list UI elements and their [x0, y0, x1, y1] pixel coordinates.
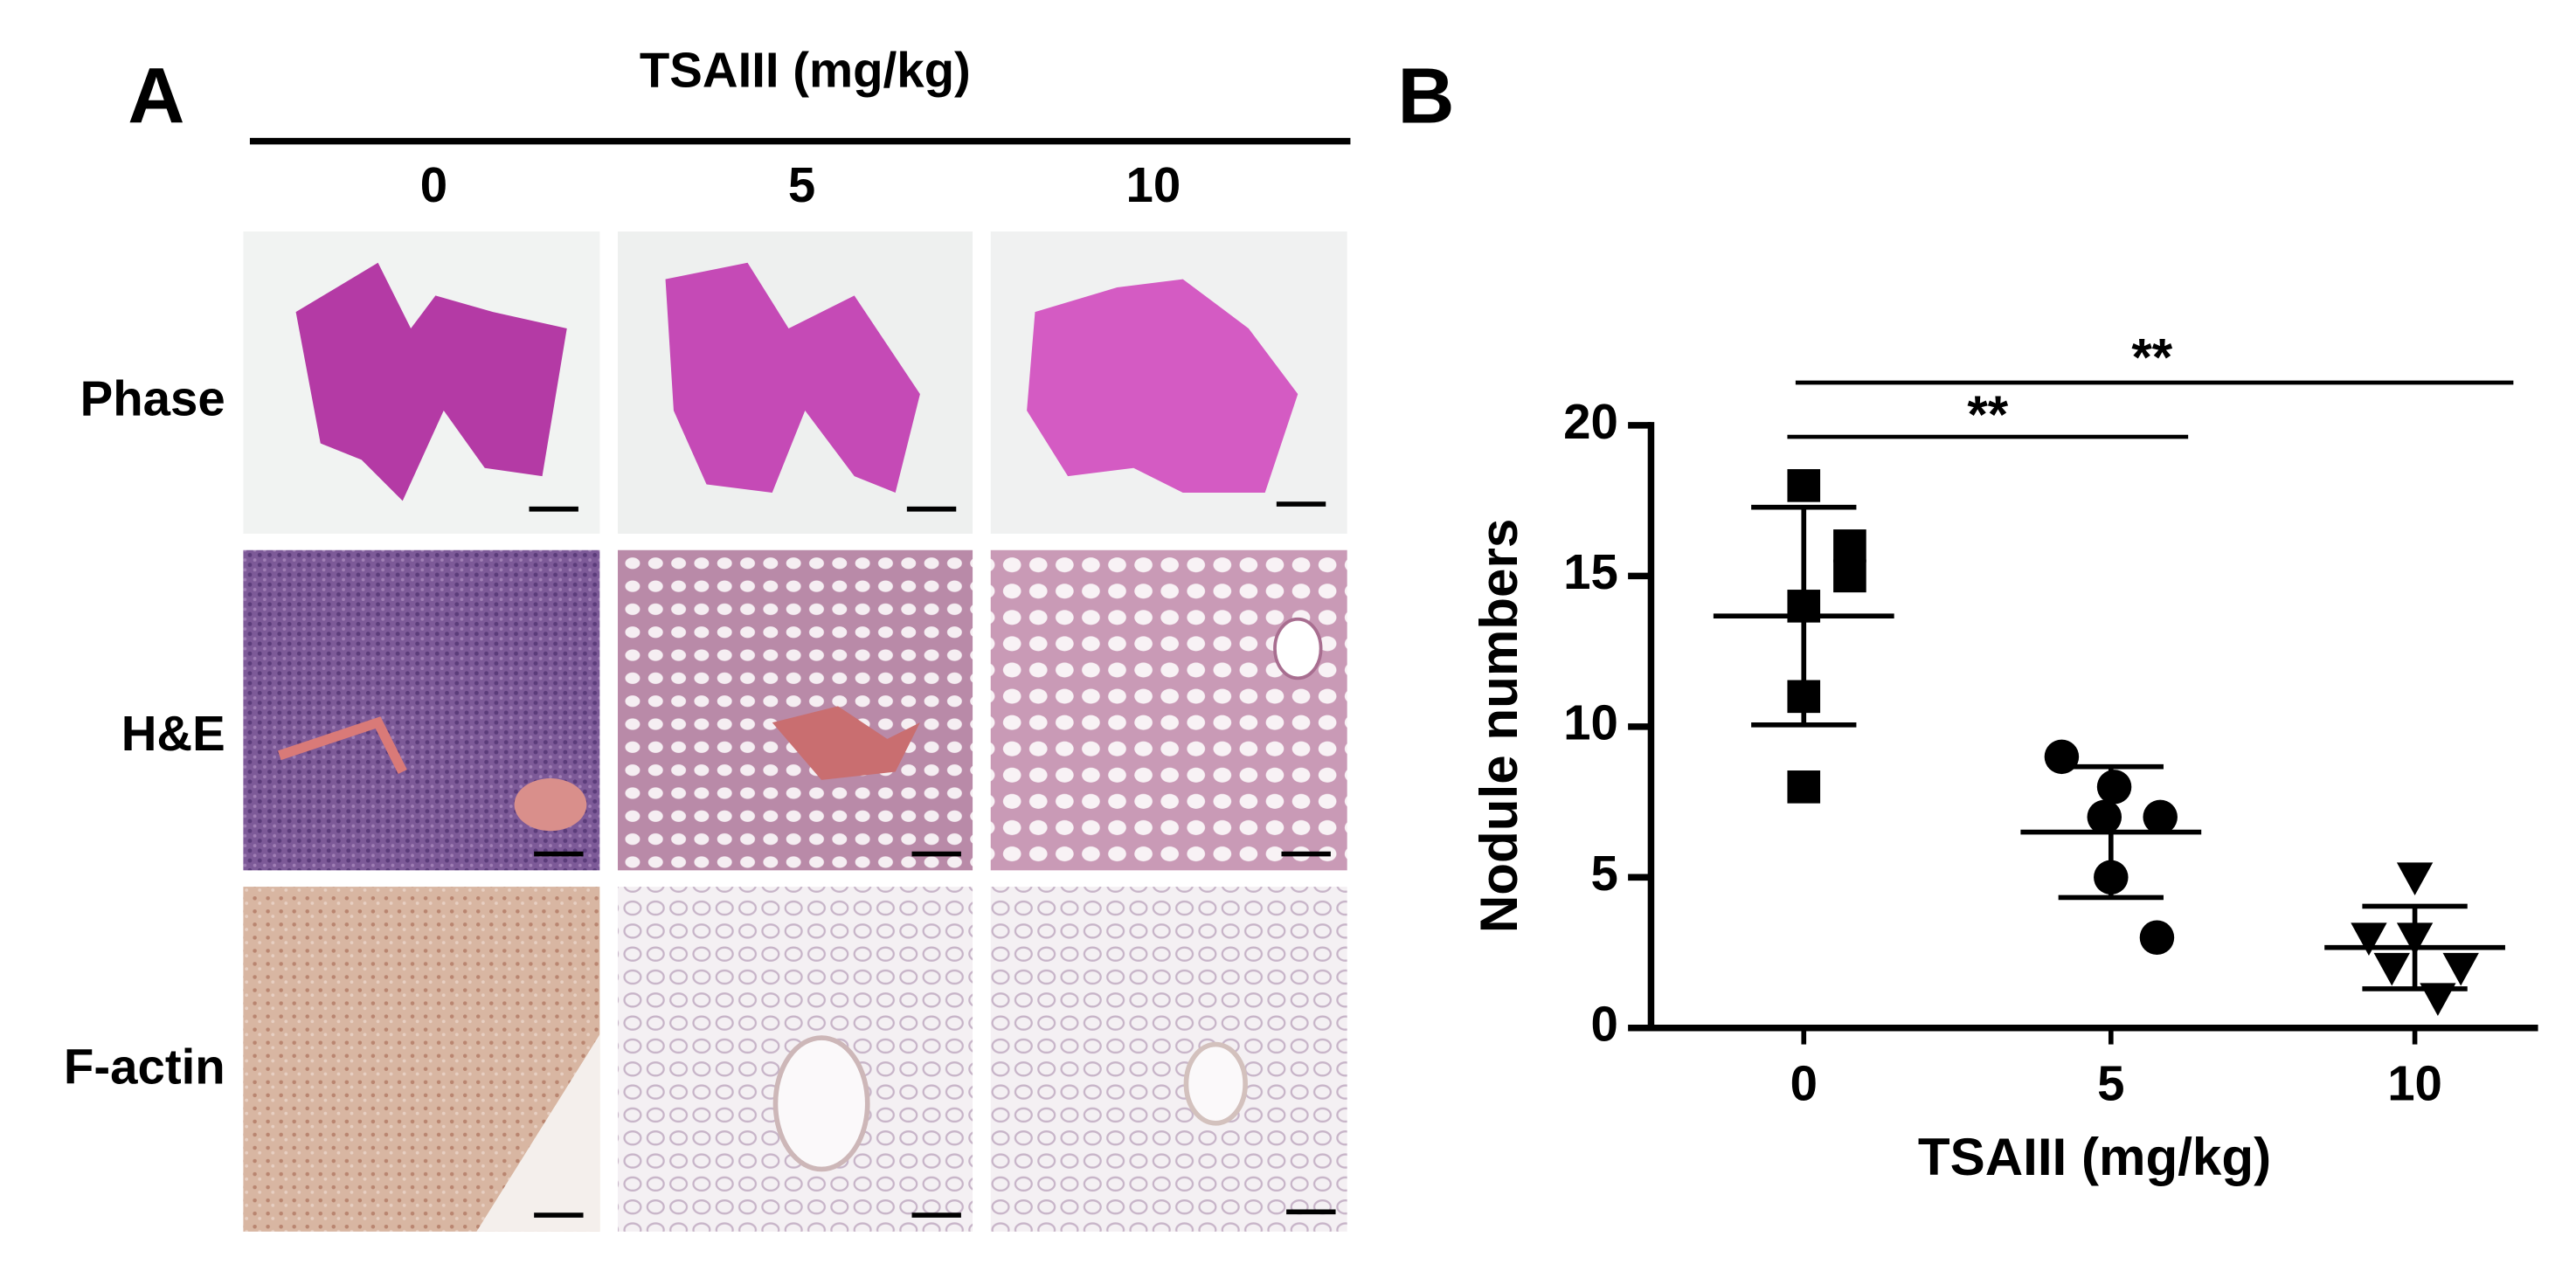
x-axis-label: TSAIII (mg/kg): [1918, 1128, 2271, 1186]
micrograph: [990, 887, 1347, 1232]
y-tick-label: 10: [1563, 695, 1618, 750]
y-tick-label: 20: [1563, 394, 1618, 449]
y-tick-label: 0: [1590, 997, 1617, 1052]
data-point: [2139, 920, 2175, 956]
y-axis-label: Nodule numbers: [1470, 519, 1528, 934]
y-tick-label: 15: [1563, 544, 1618, 599]
panel-label: A: [128, 52, 184, 140]
data-point: [1787, 469, 1821, 502]
data-point: [2373, 952, 2410, 986]
data-point: [2351, 922, 2387, 956]
data-point: [2396, 862, 2434, 895]
airway: [1273, 617, 1323, 680]
lung-section: [1027, 279, 1298, 493]
panel-b: B 0 5 10 15 20 Nodule numbers TSAIII (mg/kg) 0 5 1…: [1397, 52, 2538, 1186]
data-point: [1833, 559, 1866, 593]
data-point: [2143, 799, 2178, 835]
micrograph: [618, 549, 973, 871]
data-point: [2442, 952, 2479, 986]
vessel: [772, 706, 920, 780]
significance-label: **: [2131, 328, 2172, 386]
x-tick-label: 0: [1790, 1055, 1818, 1110]
micrograph: [990, 549, 1347, 871]
lung-section: [665, 262, 920, 493]
vessel: [277, 716, 407, 775]
row-label: F-actin: [64, 1040, 225, 1095]
column-label: 5: [788, 157, 815, 212]
x-tick-label: 5: [2097, 1055, 2124, 1110]
image-grid: [243, 231, 1347, 1232]
column-header: TSAIII (mg/kg): [640, 42, 971, 97]
significance-label: **: [1967, 385, 2008, 444]
data-point: [1787, 770, 1821, 804]
x-tick-label: 10: [2387, 1055, 2442, 1110]
data-point: [2087, 799, 2122, 835]
row-label: H&E: [121, 706, 225, 761]
data-point: [2420, 983, 2456, 1016]
panel-a: A TSAIII (mg/kg): [128, 42, 1351, 1232]
lung-section: [295, 262, 567, 501]
column-label: 10: [1125, 157, 1181, 212]
vessel: [514, 778, 587, 832]
column-label: 0: [420, 157, 447, 212]
airway: [772, 1035, 870, 1172]
airway: [1183, 1041, 1248, 1126]
y-tick-label: 5: [1590, 846, 1617, 901]
panel-label: B: [1397, 52, 1454, 140]
data-point: [2096, 770, 2132, 805]
data-point: [1833, 529, 1866, 563]
scale-bars: [529, 501, 1336, 1218]
row-label: Phase: [80, 370, 225, 425]
